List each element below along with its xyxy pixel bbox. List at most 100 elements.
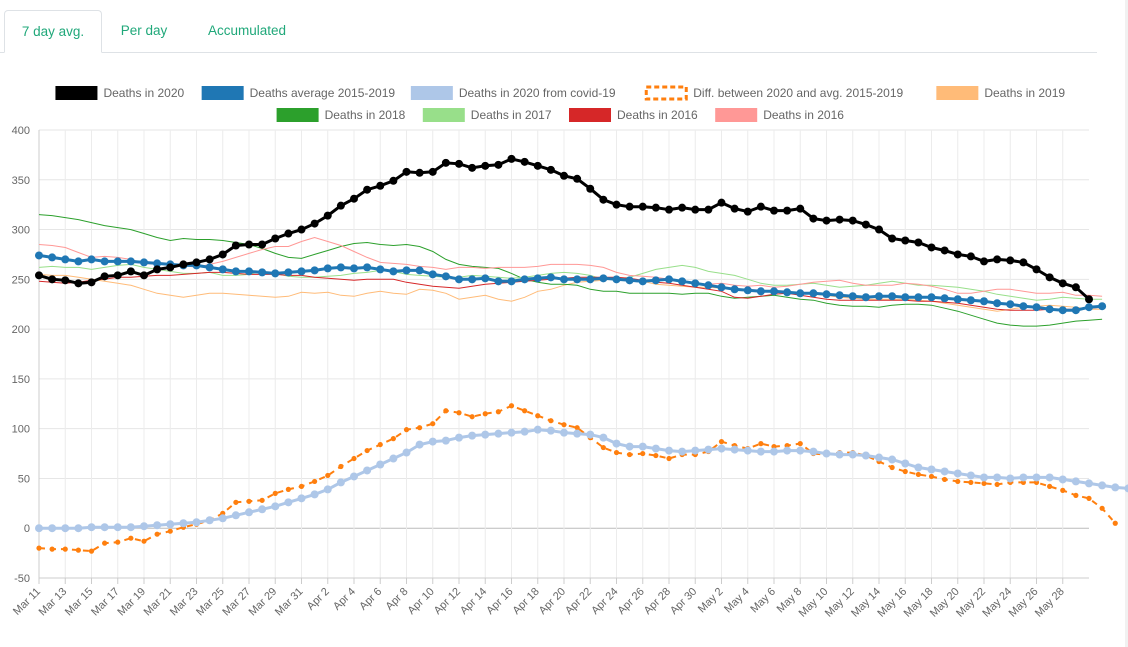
series-3-point bbox=[325, 472, 331, 479]
x-tick-label: Apr 24 bbox=[589, 586, 620, 617]
series-2-point bbox=[297, 494, 306, 503]
series-0-point bbox=[665, 205, 673, 214]
series-1-point bbox=[665, 275, 673, 284]
series-1-point bbox=[848, 292, 857, 301]
series-0-point bbox=[730, 204, 739, 213]
series-0-point bbox=[350, 194, 358, 203]
tab-per-day[interactable]: Per day bbox=[120, 23, 168, 38]
x-tick-label: Apr 14 bbox=[458, 586, 489, 617]
series-3-point bbox=[640, 450, 646, 457]
series-0-point bbox=[704, 205, 713, 214]
series-0-point bbox=[441, 158, 450, 167]
series-0-point bbox=[599, 195, 608, 204]
series-2-point bbox=[100, 523, 109, 532]
series-0-point bbox=[74, 279, 83, 288]
series-3-point bbox=[797, 441, 803, 447]
series-0-point bbox=[35, 271, 43, 280]
series-2-point bbox=[875, 453, 883, 462]
series-2-point bbox=[993, 473, 1002, 482]
y-tick-label: 200 bbox=[12, 324, 30, 336]
series-0-point bbox=[980, 257, 988, 266]
series-2-point bbox=[980, 473, 988, 482]
series-1-point bbox=[402, 266, 411, 275]
y-tick-label: 50 bbox=[18, 473, 30, 485]
series-1-point bbox=[730, 285, 739, 294]
series-1-point bbox=[284, 268, 293, 277]
series-2-point bbox=[1085, 479, 1093, 488]
series-0-point bbox=[166, 263, 175, 272]
x-tick-label: Apr 28 bbox=[642, 586, 673, 617]
series-0-point bbox=[612, 200, 621, 209]
series-0-point bbox=[573, 174, 582, 183]
x-tick-label: Apr 26 bbox=[615, 586, 646, 617]
series-1-point bbox=[1098, 302, 1107, 311]
y-tick-label: 150 bbox=[12, 374, 30, 386]
series-0-point bbox=[113, 271, 122, 280]
series-1-point bbox=[87, 255, 96, 264]
series-1-line bbox=[38, 253, 1103, 312]
series-1-point bbox=[1071, 306, 1080, 315]
series-0-point bbox=[468, 163, 477, 172]
x-tick-label: Mar 11 bbox=[11, 586, 43, 618]
series-0-point bbox=[1045, 273, 1054, 282]
x-tick-label: Apr 22 bbox=[563, 586, 594, 617]
page-scrollbar[interactable] bbox=[1125, 0, 1128, 647]
series-1-point bbox=[336, 263, 345, 272]
series-0-point bbox=[993, 255, 1002, 264]
tab-7-day-avg[interactable]: 7 day avg. bbox=[4, 10, 102, 53]
y-tick-label: 100 bbox=[12, 424, 30, 436]
x-tick-label: May 2 bbox=[696, 586, 726, 616]
series-2-point bbox=[1124, 484, 1128, 493]
series-2-point bbox=[218, 514, 227, 523]
series-1-point bbox=[100, 257, 109, 266]
series-2-point bbox=[61, 524, 70, 533]
series-0-point bbox=[48, 275, 57, 284]
series-3-point bbox=[495, 409, 501, 415]
series-2-point bbox=[494, 429, 503, 438]
series-0-point bbox=[126, 267, 135, 276]
series-1-point bbox=[560, 275, 568, 284]
series-0-point bbox=[1058, 279, 1067, 288]
series-1-point bbox=[993, 299, 1002, 308]
series-3-point bbox=[1060, 487, 1066, 493]
series-3-point bbox=[482, 411, 488, 417]
series-2-point bbox=[861, 451, 870, 460]
series-0-point bbox=[415, 168, 424, 177]
series-3-point bbox=[548, 418, 554, 424]
tab-accumulated[interactable]: Accumulated bbox=[207, 23, 287, 38]
series-1-point bbox=[455, 275, 463, 284]
series-2-point bbox=[428, 437, 437, 446]
series-1-point bbox=[783, 288, 792, 297]
series-1-point bbox=[205, 263, 214, 272]
series-2-line bbox=[39, 428, 1128, 530]
legend-label: Deaths in 2018 bbox=[325, 108, 406, 122]
series-0-point bbox=[691, 205, 700, 214]
series-0-point bbox=[783, 206, 792, 215]
series-3-point bbox=[377, 441, 383, 448]
series-3-point bbox=[417, 425, 423, 431]
series-2-point bbox=[87, 523, 96, 532]
series-3-point bbox=[902, 468, 908, 475]
series-3-point bbox=[154, 531, 160, 537]
series-0-point bbox=[638, 202, 647, 211]
series-1-point bbox=[953, 295, 962, 304]
series-0-point bbox=[743, 207, 752, 216]
series-0-point bbox=[507, 154, 516, 163]
series-2-point bbox=[1006, 474, 1015, 483]
y-tick-label: 350 bbox=[12, 175, 30, 187]
series-0-point bbox=[153, 265, 162, 274]
series-2-point bbox=[809, 447, 818, 456]
series-2-point bbox=[245, 508, 253, 517]
series-1-point bbox=[126, 257, 135, 266]
series-1-point bbox=[1045, 305, 1054, 314]
series-2-point bbox=[336, 478, 345, 487]
series-2-point bbox=[481, 430, 490, 439]
series-1-point bbox=[140, 258, 148, 267]
series-2-point bbox=[914, 463, 923, 472]
series-0-point bbox=[258, 240, 267, 249]
series-3-point bbox=[627, 451, 633, 458]
series-2-point bbox=[546, 426, 555, 435]
y-tick-label: 300 bbox=[12, 225, 30, 237]
series-3-point bbox=[928, 473, 935, 480]
legend-swatch bbox=[201, 86, 244, 100]
